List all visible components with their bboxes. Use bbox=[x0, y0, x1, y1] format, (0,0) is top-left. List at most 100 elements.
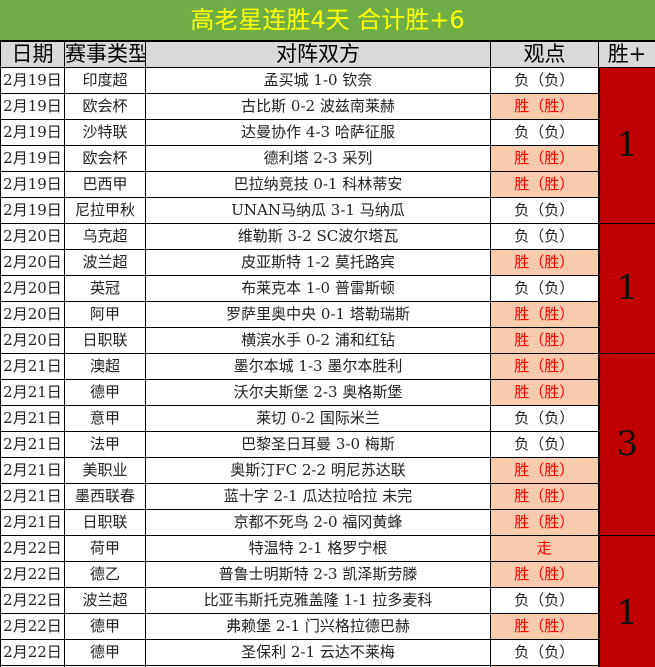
date-cell: 2月21日 bbox=[0, 431, 65, 458]
pick-cell: 胜（胜） bbox=[490, 665, 599, 667]
league-cell: 德甲 bbox=[64, 379, 146, 406]
league-cell: 澳超 bbox=[64, 353, 146, 380]
daily-plus-cell: 1 bbox=[597, 67, 655, 224]
date-cell: 2月20日 bbox=[0, 301, 65, 328]
league-cell: 沙特联 bbox=[64, 119, 146, 146]
league-cell: 乌克超 bbox=[64, 223, 146, 250]
league-cell: 日职联 bbox=[64, 509, 146, 536]
league-cell: 意甲 bbox=[64, 405, 146, 432]
match-cell: UNAN马纳瓜 3-1 马纳瓜 bbox=[145, 197, 491, 224]
results-table: 日期 赛事类型 对阵双方 观点 胜+ 2月19日 印度超 孟买城 1-0 钦奈 负（负… bbox=[0, 41, 655, 667]
pick-cell: 负（负） bbox=[490, 223, 599, 250]
table-row: 2月19日 沙特联 达曼协作 4-3 哈萨征服 负（负） bbox=[0, 119, 655, 146]
date-cell: 2月20日 bbox=[0, 275, 65, 302]
match-cell: 布莱克本 1-0 普雷斯顿 bbox=[145, 275, 491, 302]
table-row: 2月22日西甲比利亚雷亚尔2-1 巴伦西亚胜（胜） bbox=[0, 665, 655, 667]
match-cell: 孟买城 1-0 钦奈 bbox=[145, 67, 491, 94]
table-row: 2月22日 德甲 圣保利 2-1 云达不莱梅 负（负） bbox=[0, 639, 655, 666]
table-row: 2月19日 欧会杯 德利塔 2-3 采列 胜（胜） bbox=[0, 145, 655, 172]
match-cell: 巴拉纳竞技 0-1 科林蒂安 bbox=[145, 171, 491, 198]
pick-cell: 负（负） bbox=[490, 197, 599, 224]
league-cell: 欧会杯 bbox=[64, 93, 146, 120]
date-cell: 2月19日 bbox=[0, 119, 65, 146]
date-cell: 2月19日 bbox=[0, 197, 65, 224]
daily-plus-cell: 1 bbox=[597, 223, 655, 354]
table-row: 2月21日 意甲 莱切 0-2 国际米兰 负（负） bbox=[0, 405, 655, 432]
pick-cell: 负（负） bbox=[490, 405, 599, 432]
date-cell: 2月22日 bbox=[0, 535, 65, 562]
pick-cell: 胜（胜） bbox=[490, 613, 599, 640]
table-row: 2月21日 德甲 沃尔夫斯堡 2-3 奥格斯堡 胜（胜） bbox=[0, 379, 655, 406]
table-row: 2月19日 欧会杯 古比斯 0-2 波兹南莱赫 胜（胜） bbox=[0, 93, 655, 120]
table-row: 2月21日 墨西联春 蓝十字 2-1 瓜达拉哈拉 未完 胜（胜） bbox=[0, 483, 655, 510]
league-cell: 尼拉甲秋 bbox=[64, 197, 146, 224]
league-cell: 美职业 bbox=[64, 457, 146, 484]
league-cell: 法甲 bbox=[64, 431, 146, 458]
match-cell: 京都不死鸟 2-0 福冈黄蜂 bbox=[145, 509, 491, 536]
league-cell: 德甲 bbox=[64, 639, 146, 666]
table-row: 2月20日 乌克超 维勒斯 3-2 SC波尔塔瓦 负（负） 1 bbox=[0, 223, 655, 354]
pick-cell: 胜（胜） bbox=[490, 249, 599, 276]
match-cell: 比亚韦斯托克雅盖隆 1-1 拉多麦科 bbox=[145, 587, 491, 614]
date-cell: 2月21日 bbox=[0, 353, 65, 380]
date-cell: 2月19日 bbox=[0, 171, 65, 198]
date-cell: 2月22日 bbox=[0, 561, 65, 588]
pick-cell: 负（负） bbox=[490, 431, 599, 458]
league-cell: 德乙 bbox=[64, 561, 146, 588]
pick-cell: 负（负） bbox=[490, 639, 599, 666]
pick-cell: 胜（胜） bbox=[490, 483, 599, 510]
table-row: 2月21日 日职联 京都不死鸟 2-0 福冈黄蜂 胜（胜） bbox=[0, 509, 655, 536]
table-row: 2月19日 巴西甲 巴拉纳竞技 0-1 科林蒂安 胜（胜） bbox=[0, 171, 655, 198]
league-cell: 日职联 bbox=[64, 327, 146, 354]
header-match: 对阵双方 bbox=[145, 41, 491, 68]
match-cell: 德利塔 2-3 采列 bbox=[145, 145, 491, 172]
date-cell: 2月21日 bbox=[0, 509, 65, 536]
table-row: 2月20日 日职联 横滨水手 0-2 浦和红钻 胜（胜） bbox=[0, 327, 655, 354]
match-cell: 弗赖堡 2-1 门兴格拉德巴赫 bbox=[145, 613, 491, 640]
league-cell: 英冠 bbox=[64, 275, 146, 302]
league-cell: 欧会杯 bbox=[64, 145, 146, 172]
pick-cell: 胜（胜） bbox=[490, 379, 599, 406]
header-plus: 胜+ bbox=[598, 41, 655, 68]
table-row: 2月19日 印度超 孟买城 1-0 钦奈 负（负） 1 bbox=[0, 67, 655, 224]
table-row: 2月20日 阿甲 罗萨里奥中央 0-1 塔勒瑞斯 胜（胜） bbox=[0, 301, 655, 328]
pick-cell: 胜（胜） bbox=[490, 301, 599, 328]
table-row: 2月22日 荷甲 特温特 2-1 格罗宁根走 1 bbox=[0, 535, 655, 667]
table-row: 2月21日 澳超 墨尔本城 1-3 墨尔本胜利 胜（胜） 3 bbox=[0, 353, 655, 536]
match-cell: 横滨水手 0-2 浦和红钻 bbox=[145, 327, 491, 354]
table-row: 2月22日 波兰超 比亚韦斯托克雅盖隆 1-1 拉多麦科 负（负） bbox=[0, 587, 655, 614]
match-cell: 蓝十字 2-1 瓜达拉哈拉 未完 bbox=[145, 483, 491, 510]
match-cell: 罗萨里奥中央 0-1 塔勒瑞斯 bbox=[145, 301, 491, 328]
match-cell: 古比斯 0-2 波兹南莱赫 bbox=[145, 93, 491, 120]
date-cell: 2月20日 bbox=[0, 223, 65, 250]
league-cell: 印度超 bbox=[64, 67, 146, 94]
date-cell: 2月19日 bbox=[0, 67, 65, 94]
pick-cell: 胜（胜） bbox=[490, 457, 599, 484]
date-cell: 2月20日 bbox=[0, 249, 65, 276]
table-row: 2月20日 英冠 布莱克本 1-0 普雷斯顿 负（负） bbox=[0, 275, 655, 302]
pick-cell: 负（负） bbox=[490, 275, 599, 302]
league-cell: 波兰超 bbox=[64, 249, 146, 276]
match-cell: 普鲁士明斯特 2-3 凯泽斯劳滕 bbox=[145, 561, 491, 588]
date-cell: 2月22日 bbox=[0, 587, 65, 614]
match-cell: 维勒斯 3-2 SC波尔塔瓦 bbox=[145, 223, 491, 250]
date-cell: 2月21日 bbox=[0, 483, 65, 510]
pick-cell: 胜（胜） bbox=[490, 327, 599, 354]
match-cell: 奥斯汀FC 2-2 明尼苏达联 bbox=[145, 457, 491, 484]
date-cell: 2月19日 bbox=[0, 145, 65, 172]
table-row: 2月21日 美职业 奥斯汀FC 2-2 明尼苏达联 胜（胜） bbox=[0, 457, 655, 484]
date-cell: 2月21日 bbox=[0, 457, 65, 484]
league-cell: 阿甲 bbox=[64, 301, 146, 328]
match-cell: 达曼协作 4-3 哈萨征服 bbox=[145, 119, 491, 146]
header-row: 日期 赛事类型 对阵双方 观点 胜+ bbox=[0, 41, 655, 68]
table-row: 2月21日 法甲 巴黎圣日耳曼 3-0 梅斯 负（负） bbox=[0, 431, 655, 458]
table-row: 2月22日 德甲 弗赖堡 2-1 门兴格拉德巴赫 胜（胜） bbox=[0, 613, 655, 640]
league-cell: 德甲 bbox=[64, 613, 146, 640]
header-date: 日期 bbox=[0, 41, 65, 68]
header-league: 赛事类型 bbox=[64, 41, 146, 68]
league-cell: 墨西联春 bbox=[64, 483, 146, 510]
pick-cell: 负（负） bbox=[490, 119, 599, 146]
match-cell: 沃尔夫斯堡 2-3 奥格斯堡 bbox=[145, 379, 491, 406]
pick-cell: 胜（胜） bbox=[490, 561, 599, 588]
date-cell: 2月22日 bbox=[0, 639, 65, 666]
